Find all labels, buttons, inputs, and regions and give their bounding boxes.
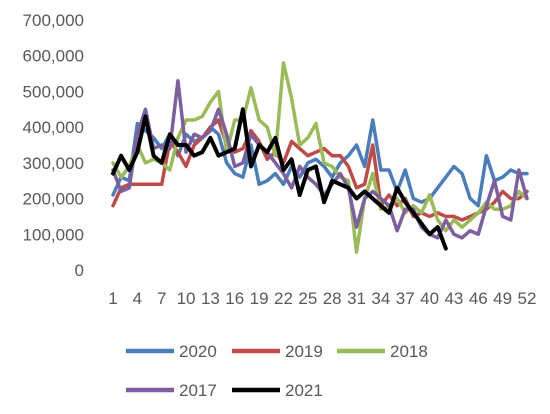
x-tick-label: 16 xyxy=(225,289,244,308)
x-tick-label: 34 xyxy=(371,289,390,308)
x-tick-label: 13 xyxy=(201,289,220,308)
y-tick-label: 0 xyxy=(75,261,84,280)
x-tick-label: 4 xyxy=(133,289,142,308)
x-tick-label: 22 xyxy=(274,289,293,308)
x-tick-label: 1 xyxy=(108,289,117,308)
x-tick-label: 40 xyxy=(420,289,439,308)
y-tick-label: 400,000 xyxy=(23,118,84,137)
x-tick-label: 19 xyxy=(250,289,269,308)
x-tick-label: 49 xyxy=(493,289,512,308)
series-line-2021 xyxy=(111,107,448,251)
y-tick-label: 600,000 xyxy=(23,47,84,66)
legend-label-2017: 2017 xyxy=(179,381,217,400)
x-tick-label: 31 xyxy=(347,289,366,308)
x-tick-label: 25 xyxy=(298,289,317,308)
legend-label-2019: 2019 xyxy=(285,342,323,361)
x-tick-label: 46 xyxy=(469,289,488,308)
series-lines xyxy=(111,61,529,254)
x-tick-label: 37 xyxy=(396,289,415,308)
y-tick-label: 700,000 xyxy=(23,11,84,30)
x-axis-ticks: 1 4 7 10 13 16 19 22 25 28 31 34 37 40 43 46 49 52 xyxy=(108,289,536,308)
legend: 2020 2019 2018 2017 2021 xyxy=(126,342,428,400)
y-tick-label: 300,000 xyxy=(23,154,84,173)
legend-label-2018: 2018 xyxy=(390,342,428,361)
y-tick-label: 500,000 xyxy=(23,82,84,101)
x-tick-label: 7 xyxy=(157,289,166,308)
y-axis-ticks: 0 100,000 200,000 300,000 400,000 500,000 600,… xyxy=(23,11,84,280)
legend-label-2020: 2020 xyxy=(179,342,217,361)
legend-label-2021: 2021 xyxy=(285,381,323,400)
x-tick-label: 43 xyxy=(444,289,463,308)
x-tick-label: 52 xyxy=(518,289,537,308)
x-tick-label: 28 xyxy=(323,289,342,308)
series-line-2017 xyxy=(111,78,529,240)
y-tick-label: 100,000 xyxy=(23,225,84,244)
x-tick-label: 10 xyxy=(177,289,196,308)
y-tick-label: 200,000 xyxy=(23,190,84,209)
